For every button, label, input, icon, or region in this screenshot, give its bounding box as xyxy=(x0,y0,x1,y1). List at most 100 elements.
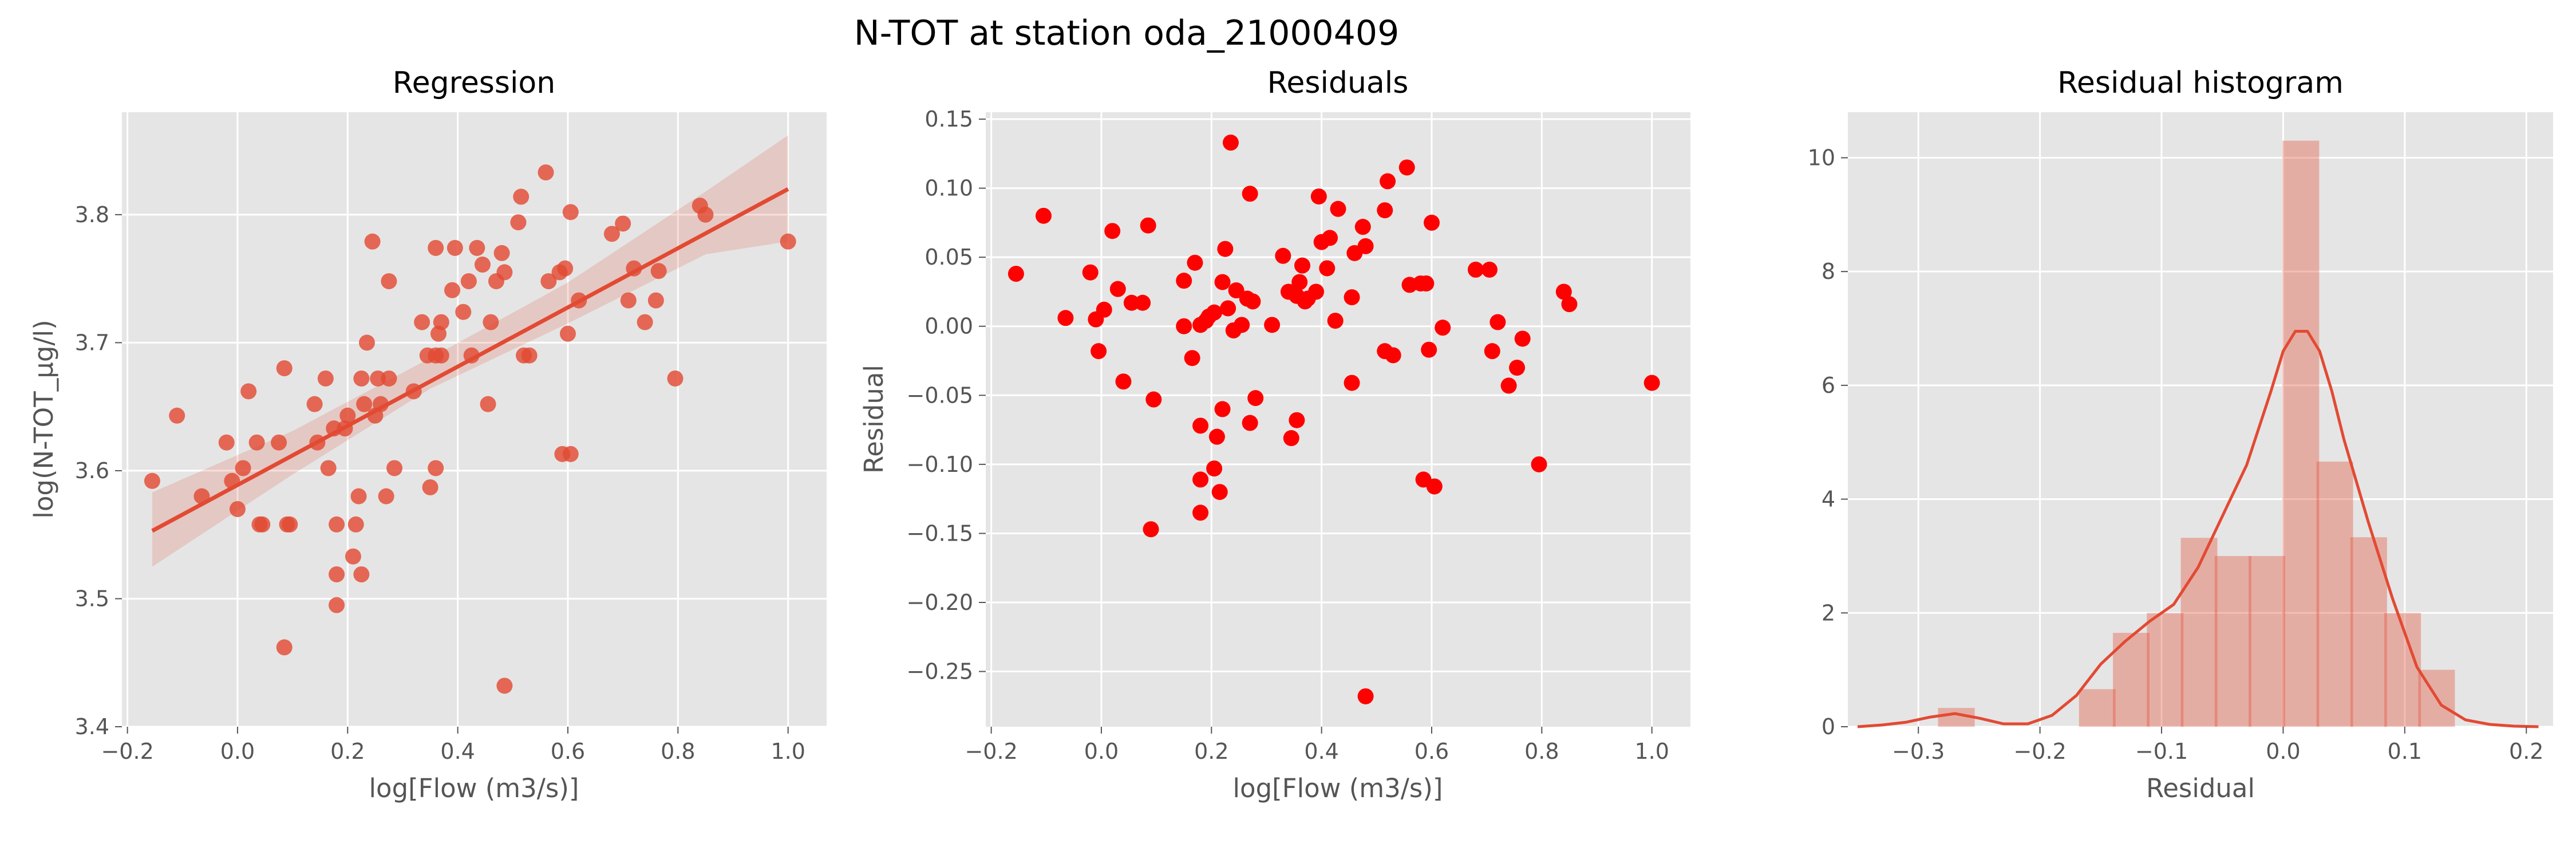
residuals-x-tick-label: 0.0 xyxy=(1084,739,1119,764)
residual-data-point xyxy=(1398,159,1415,176)
regression-data-point xyxy=(480,396,496,412)
residuals-y-tick-label: −0.10 xyxy=(907,452,973,477)
residuals-y-tick-label: −0.05 xyxy=(907,383,973,408)
residual-data-point xyxy=(1096,301,1112,318)
regression-data-point xyxy=(358,334,375,351)
residual-data-point xyxy=(1555,283,1572,300)
histogram-grid xyxy=(1848,112,2553,728)
regression-data-point xyxy=(381,370,397,387)
regression-data-point xyxy=(356,396,373,412)
regression-data-point xyxy=(370,370,386,387)
regression-fit-line xyxy=(151,187,789,533)
residual-data-point xyxy=(1322,230,1338,246)
residual-data-point xyxy=(1104,223,1121,239)
residual-data-point xyxy=(1481,261,1498,278)
regression-data-point xyxy=(248,434,265,451)
regression-data-point xyxy=(538,164,554,181)
histogram-x-tick-label: −0.2 xyxy=(2013,739,2066,764)
regression-data-point xyxy=(276,360,293,377)
residual-data-point xyxy=(1140,217,1156,234)
residuals-x-axis-label: log[Flow (m3/s)] xyxy=(1233,773,1443,803)
residual-data-point xyxy=(1109,281,1126,297)
regression-data-point xyxy=(422,479,438,495)
histogram-bar xyxy=(2214,555,2251,727)
residual-data-point xyxy=(1308,283,1325,300)
regression-data-point xyxy=(169,407,185,424)
histogram-bar xyxy=(2316,462,2353,727)
residual-data-point xyxy=(1385,347,1401,364)
regression-y-tick-label: 3.4 xyxy=(75,714,109,739)
regression-data-point xyxy=(447,239,463,256)
regression-data-point xyxy=(615,215,631,232)
histogram-y-tick-label: 2 xyxy=(1822,600,1835,625)
residual-data-point xyxy=(1214,274,1231,290)
regression-title: Regression xyxy=(393,66,555,100)
residual-data-point xyxy=(1228,282,1244,299)
regression-data-point xyxy=(620,292,637,309)
residual-data-point xyxy=(1242,186,1258,202)
histogram-title: Residual histogram xyxy=(2057,66,2344,100)
histogram-x-axis-label: Residual xyxy=(2146,773,2255,803)
residual-data-point xyxy=(1531,456,1547,472)
residual-data-point xyxy=(1176,273,1192,289)
regression-y-tick-label: 3.6 xyxy=(75,458,109,483)
residual-data-point xyxy=(1115,373,1132,390)
residual-data-point xyxy=(1289,412,1305,428)
residual-data-point xyxy=(1222,135,1239,151)
regression-data-point xyxy=(353,370,370,387)
residuals-ticks: −0.2 0.0 0.2 0.4 0.6 0.8 1.0 −0.25 −0.20 −0.15 −0.… xyxy=(907,107,1669,764)
regression-data-point xyxy=(329,566,345,582)
residual-data-point xyxy=(1091,343,1107,360)
residual-data-point xyxy=(1192,417,1209,434)
regression-data-point xyxy=(414,314,430,330)
regression-data-point xyxy=(559,325,576,342)
residuals-x-tick-label: 0.4 xyxy=(1304,739,1338,764)
residuals-y-axis-label: Residual xyxy=(859,365,889,474)
regression-data-point xyxy=(433,314,449,330)
regression-data-point xyxy=(428,239,444,256)
regression-data-point xyxy=(386,460,403,476)
residual-data-point xyxy=(1561,296,1578,313)
regression-data-point xyxy=(317,370,334,387)
regression-data-point xyxy=(557,260,574,277)
residual-data-point xyxy=(1275,247,1291,264)
regression-data-point xyxy=(347,516,364,533)
regression-data-point xyxy=(229,501,246,517)
histogram-x-tick-label: 0.0 xyxy=(2266,739,2300,764)
regression-data-point xyxy=(364,233,381,250)
regression-x-tick-label: 0.0 xyxy=(220,739,255,764)
residual-data-point xyxy=(1211,484,1228,501)
residual-data-point xyxy=(1244,293,1261,310)
regression-y-tick-label: 3.7 xyxy=(75,330,109,355)
regression-data-point xyxy=(562,446,579,462)
regression-data-point xyxy=(353,566,370,582)
regression-data-point xyxy=(235,460,251,476)
residual-data-point xyxy=(1354,219,1371,235)
residuals-x-tick-label: 1.0 xyxy=(1634,739,1669,764)
regression-data-point xyxy=(282,516,298,533)
residual-data-point xyxy=(1490,314,1506,330)
residuals-y-tick-label: 0.15 xyxy=(924,107,973,132)
histogram-bar xyxy=(2147,613,2184,727)
regression-data-point xyxy=(240,383,257,400)
residuals-y-tick-label: −0.15 xyxy=(907,521,973,546)
regression-data-point xyxy=(460,273,477,290)
residual-data-point xyxy=(1264,317,1281,333)
regression-data-point xyxy=(254,516,271,533)
residual-data-point xyxy=(1310,188,1327,205)
residual-data-point xyxy=(1327,313,1344,329)
regression-panel: −0.2 0.0 0.2 0.4 0.6 0.8 1.0 3.4 3.5 3.6 3.7 3.8 Re… xyxy=(29,66,827,803)
regression-marks xyxy=(144,135,796,694)
residual-data-point xyxy=(1380,173,1396,190)
histogram-y-tick-label: 0 xyxy=(1822,714,1835,739)
residual-data-point xyxy=(1242,415,1258,431)
residual-data-point xyxy=(1214,401,1231,417)
residual-data-point xyxy=(1500,377,1517,394)
residual-data-point xyxy=(1467,261,1484,278)
histogram-y-tick-label: 10 xyxy=(1808,145,1835,170)
figure-title: N-TOT at station oda_21000409 xyxy=(854,13,1400,53)
residual-data-point xyxy=(1220,300,1236,317)
regression-x-tick-label: 0.6 xyxy=(551,739,585,764)
residual-data-point xyxy=(1206,304,1223,321)
